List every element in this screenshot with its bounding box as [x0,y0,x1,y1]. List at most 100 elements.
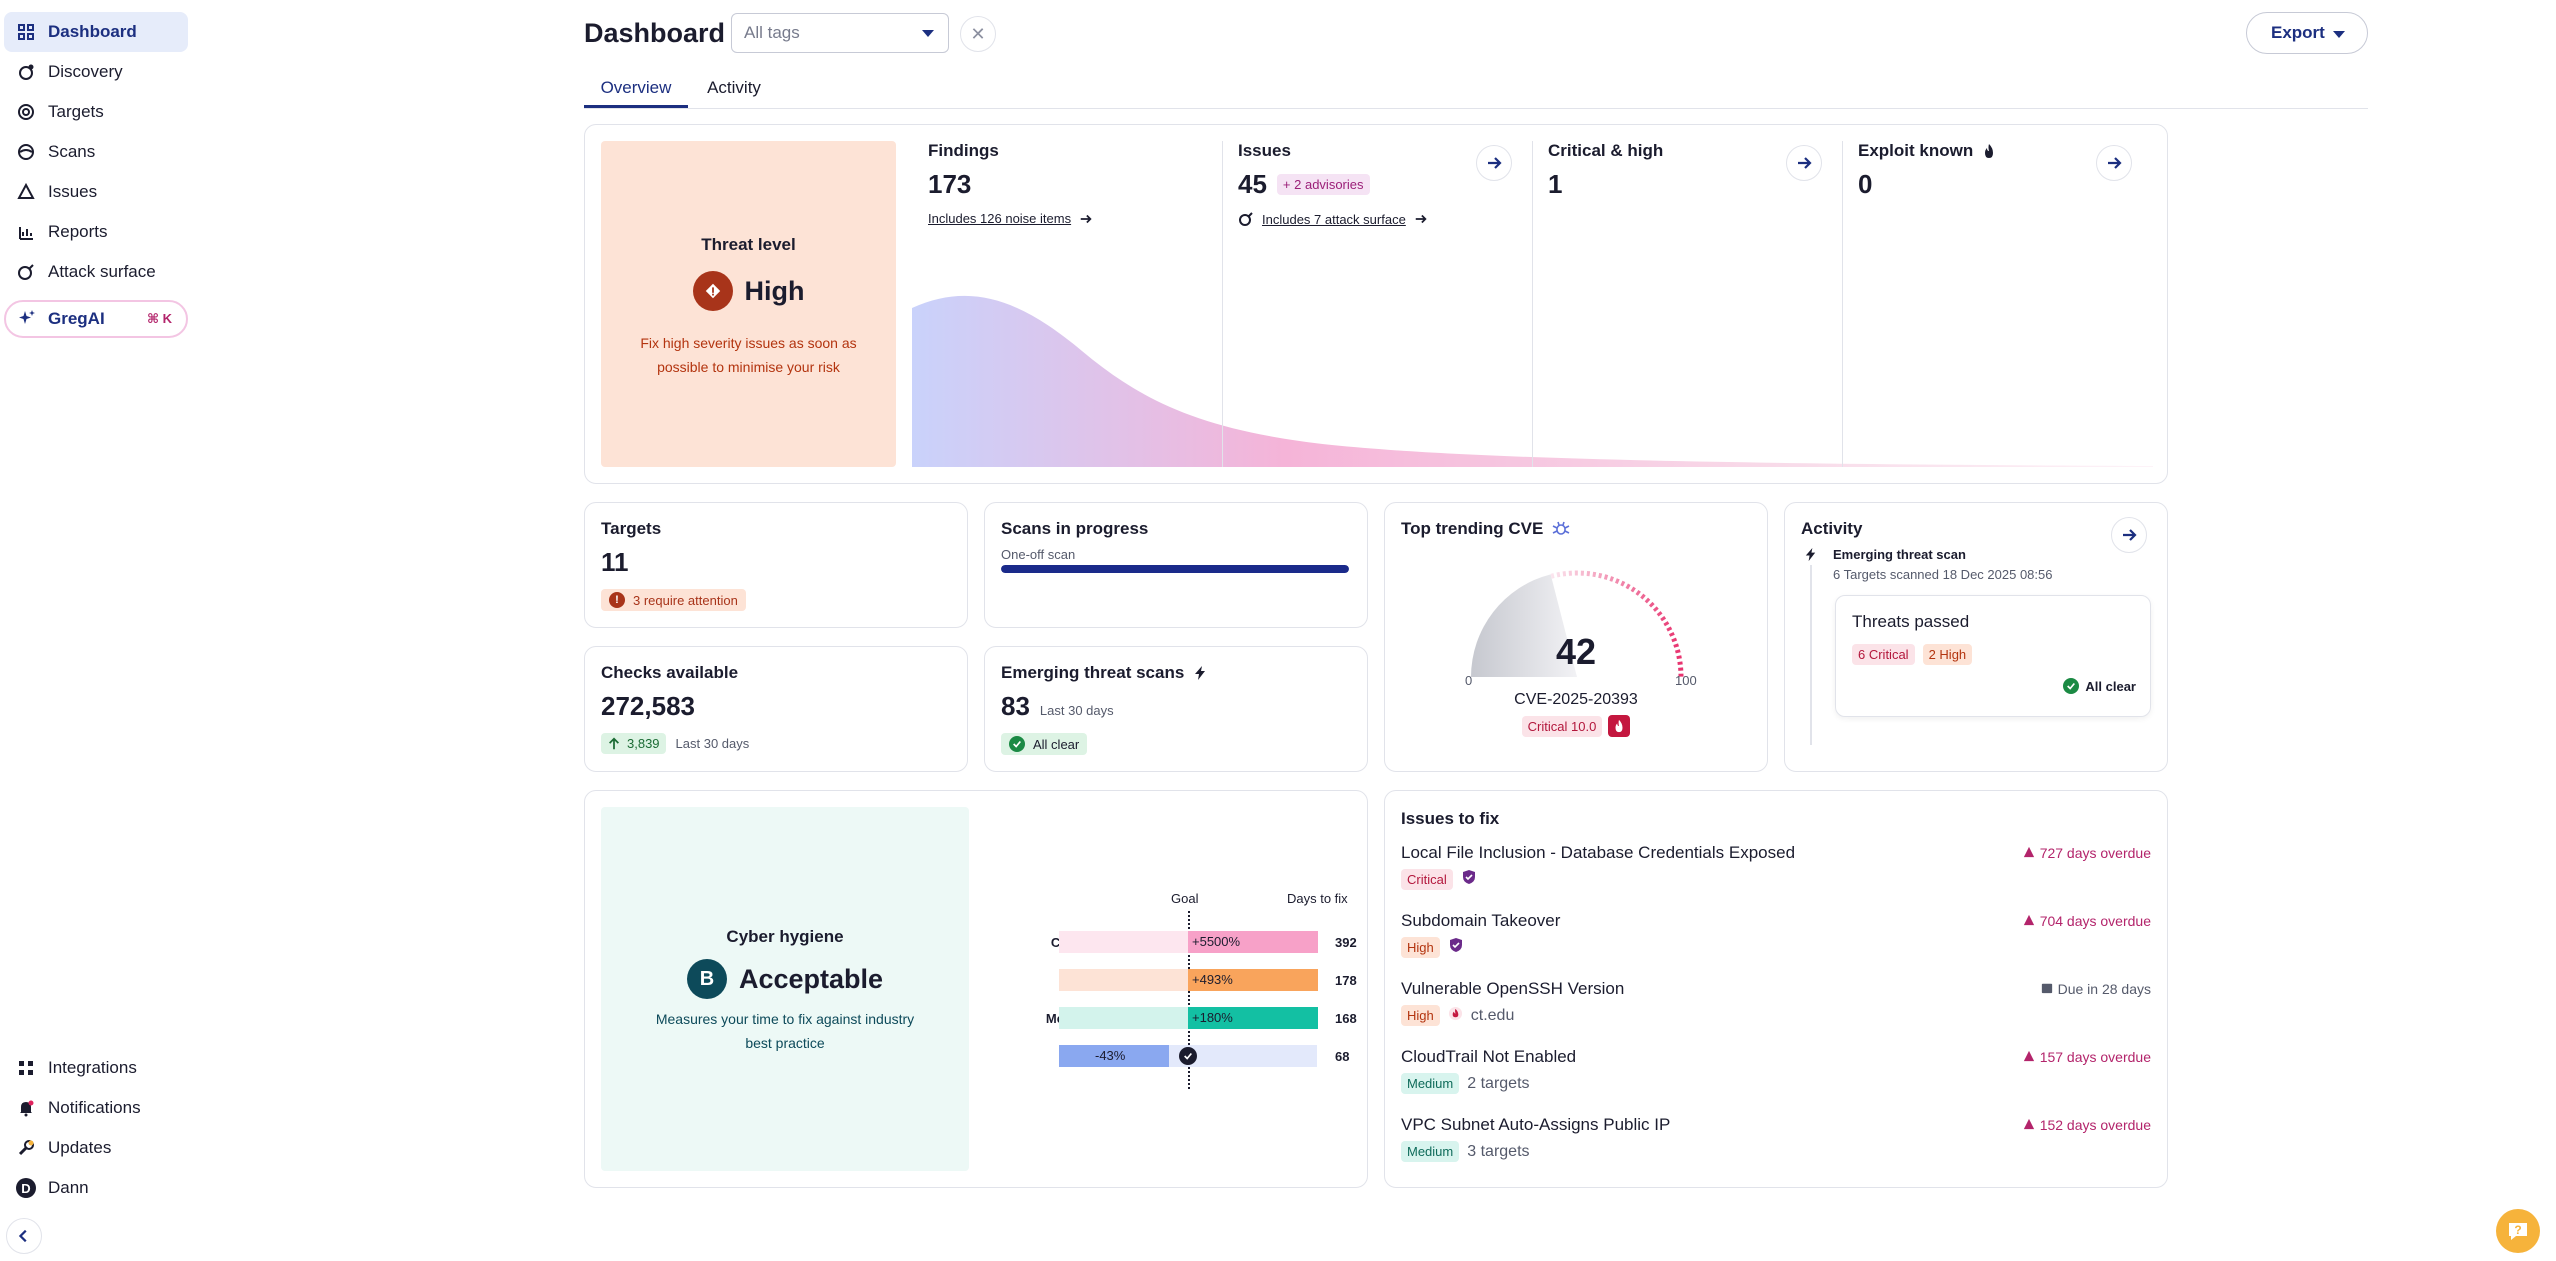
threat-level-value: High [744,275,805,306]
exploit-open-button[interactable] [2096,145,2132,181]
sidebar-item-reports[interactable]: Reports [4,212,188,252]
avatar: D [16,1178,36,1198]
activity-timeline [1810,565,1812,745]
issue-meta: High [1401,937,1464,958]
arrow-right-icon [1415,214,1427,224]
sidebar-item-discovery[interactable]: Discovery [4,52,188,92]
cve-title-row: Top trending CVE [1401,519,1571,539]
issue-due: 727 days overdue [2023,845,2151,861]
checks-value: 272,583 [601,691,695,721]
issue-extra: ct.edu [1470,1006,1515,1024]
scans-progress-card[interactable]: Scans in progress One-off scan [984,502,1368,628]
activity-status: All clear [2063,678,2136,694]
threat-advice: Fix high severity issues as soon as poss… [640,335,857,375]
chevron-left-icon [18,1229,27,1243]
cve-score: 42 [1555,631,1597,672]
activity-result-card[interactable]: Threats passed 6 Critical 2 High All cle… [1835,595,2151,717]
sidebar-item-dashboard[interactable]: Dashboard [4,12,188,52]
scans-progress-subtitle: One-off scan [1001,547,1076,562]
attack-surface-icon [1239,212,1253,226]
gauge-max-label: 100 [1675,673,1697,688]
targets-attention-text: 3 require attention [633,592,738,608]
hygiene-row-low: Low-43%68 [585,1045,1369,1071]
issue-due: 157 days overdue [2023,1049,2151,1065]
hygiene-bar-percent: +180% [1192,1010,1233,1025]
issue-extra: 2 targets [1467,1074,1530,1092]
issue-due: 704 days overdue [2023,913,2151,929]
clear-filter-button[interactable]: ✕ [960,16,996,52]
integrations-icon [16,1058,36,1078]
gregai-button[interactable]: GregAI ⌘ K [4,300,188,338]
issue-row[interactable]: VPC Subnet Auto-Assigns Public IP 152 day… [1401,1115,2151,1177]
sidebar-item-targets[interactable]: Targets [4,92,188,132]
collapse-sidebar-button[interactable] [6,1218,42,1254]
bell-icon [16,1098,36,1118]
exploit-title: Exploit known [1858,141,1974,160]
arrow-right-icon [1488,157,1502,169]
issue-row[interactable]: CloudTrail Not Enabled 157 days overdue Me… [1401,1047,2151,1109]
sparkle-icon [18,309,38,329]
sidebar-item-label: Notifications [48,1098,141,1117]
issue-extra: 3 targets [1467,1142,1530,1160]
targets-card[interactable]: Targets 11 ! 3 require attention [584,502,968,628]
gregai-label: GregAI [48,309,105,328]
issue-due-text: 152 days overdue [2039,1117,2151,1133]
tab-overview[interactable]: Overview [584,78,688,108]
sidebar-nav: Dashboard Discovery Targets Scans Issues… [4,12,188,338]
sidebar-item-notifications[interactable]: Notifications [4,1088,188,1128]
hygiene-rating: Acceptable [738,963,884,994]
issue-row[interactable]: Local File Inclusion - Database Credenti… [1401,843,2151,905]
sidebar-item-updates[interactable]: Updates [4,1128,188,1168]
sidebar-item-user[interactable]: D Dann [4,1168,188,1208]
help-chat-button[interactable]: ? [2496,1209,2540,1253]
overview-card: Threat level High Fix high severity issu… [584,124,2168,484]
sidebar-item-integrations[interactable]: Integrations [4,1048,188,1088]
issues-open-button[interactable] [1476,145,1512,181]
issue-title: Vulnerable OpenSSH Version [1401,979,1625,998]
issue-due: Due in 28 days [2041,981,2151,997]
reports-icon [16,222,36,242]
gauge-track [1471,574,1577,677]
emerging-value: 83 [1001,691,1030,721]
column-divider [1842,141,1843,467]
tab-activity[interactable]: Activity [707,78,761,97]
findings-noise-text: Includes 126 noise items [928,211,1072,226]
severity-badge: High [1401,1005,1440,1026]
check-circle-icon [2063,678,2080,694]
emerging-title-row: Emerging threat scans [1001,663,1208,683]
page-header: Dashboard All tags ✕ Export [584,12,2368,56]
findings-title: Findings [928,141,999,160]
issue-due-text: 157 days overdue [2039,1049,2151,1065]
activity-open-button[interactable] [2111,517,2147,553]
export-label: Export [2271,23,2325,42]
sidebar-item-issues[interactable]: Issues [4,172,188,212]
chevron-down-icon [922,30,934,37]
cyber-hygiene-card[interactable]: Cyber hygiene B Acceptable Measures your… [584,790,1368,1188]
issue-row[interactable]: Vulnerable OpenSSH Version Due in 28 days… [1401,979,2151,1041]
cve-id: CVE-2025-20393 [1514,691,1638,708]
hygiene-bar-percent: +493% [1192,972,1233,987]
issues-attack-surface-link[interactable]: Includes 7 attack surface [1238,211,1428,227]
sidebar-item-scans[interactable]: Scans [4,132,188,172]
issue-title: Subdomain Takeover [1401,911,1561,930]
discovery-icon [16,62,36,82]
critical-count-badge: 6 Critical [1852,644,1915,665]
cve-severity-row: Critical 10.0 [1385,715,1767,737]
issues-icon [16,182,36,202]
sidebar-item-attack-surface[interactable]: Attack surface [4,252,188,292]
check-circle-icon [1009,736,1025,752]
trending-cve-card[interactable]: Top trending CVE 42 0 100 CVE-2025-20393… [1384,502,1768,772]
issues-stat: Issues 45 + 2 advisories Includes 7 atta… [1222,141,1532,467]
critical-high-value: 1 [1548,169,1563,199]
activity-result-title: Threats passed [1852,612,1970,631]
issues-to-fix-card: Issues to fix Local File Inclusion - Dat… [1384,790,2168,1188]
tag-filter-select[interactable]: All tags [731,13,949,53]
checks-title: Checks available [601,663,739,682]
scan-progress-bar [1001,565,1349,573]
hygiene-rating-row: B Acceptable [601,959,969,999]
findings-noise-link[interactable]: Includes 126 noise items [928,211,1093,226]
issue-row[interactable]: Subdomain Takeover 704 days overdue High [1401,911,2151,973]
critical-high-open-button[interactable] [1786,145,1822,181]
export-button[interactable]: Export [2246,12,2368,54]
emerging-card[interactable]: Emerging threat scans 83 Last 30 days Al… [984,646,1368,772]
